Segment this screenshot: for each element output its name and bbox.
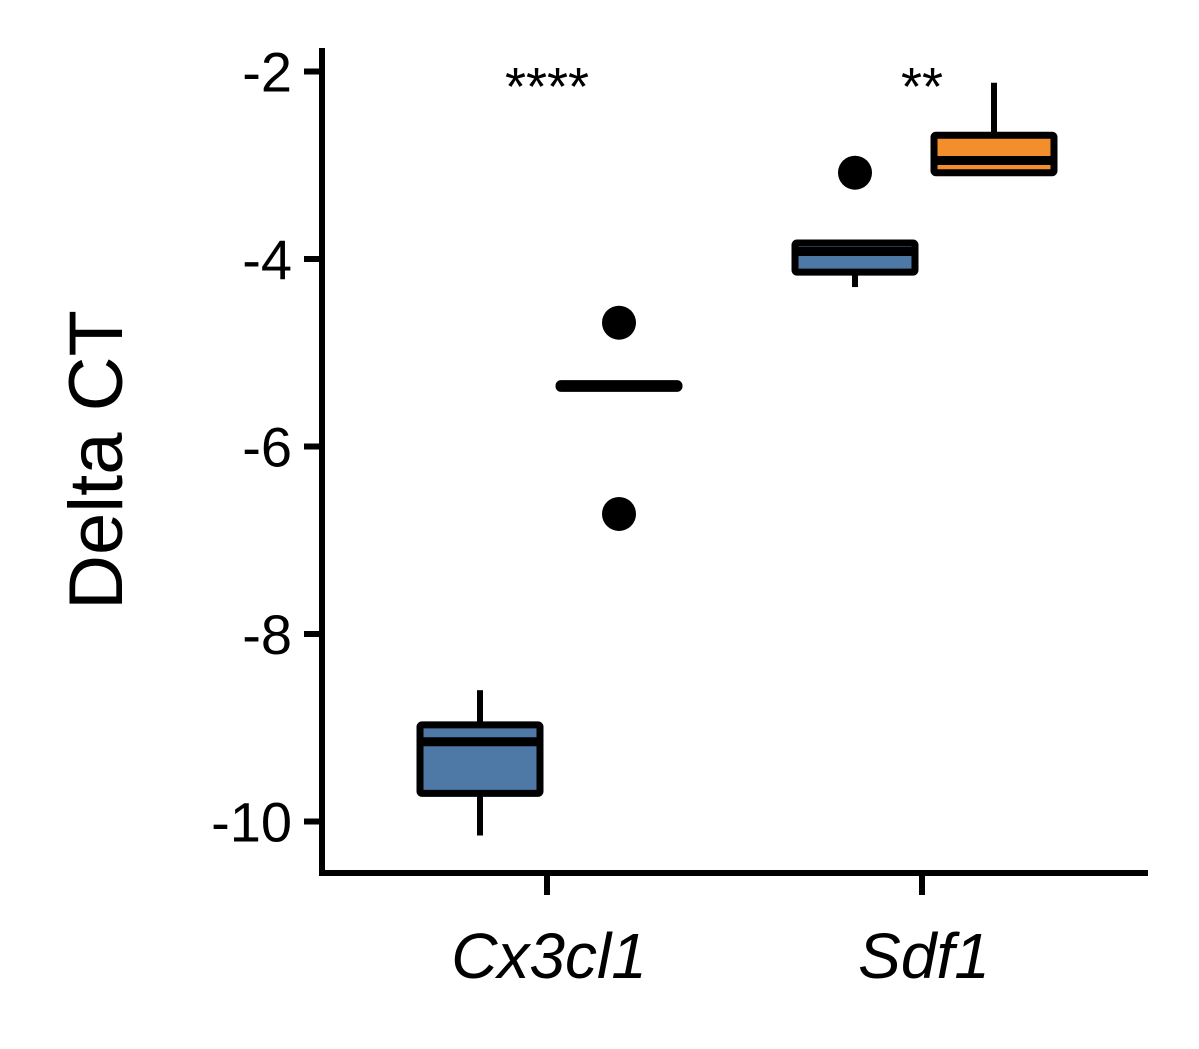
significance-label: ** xyxy=(901,57,943,117)
y-axis-title: Delta CT xyxy=(54,310,139,610)
significance-label: **** xyxy=(505,57,589,117)
tick-and-category-labels: -2 -4 -6 -8 -10 Cx3cl1 **** Sdf1 ** xyxy=(211,40,990,992)
outlier-point xyxy=(602,496,636,531)
x-category-label: Cx3cl1 xyxy=(451,920,647,992)
y-tick-label: -4 xyxy=(242,228,292,291)
box-body xyxy=(416,721,544,797)
box-marks xyxy=(416,82,1058,836)
box-group xyxy=(416,690,544,836)
outlier-point xyxy=(838,155,872,190)
y-tick-label: -2 xyxy=(242,40,292,103)
y-tick-label: -10 xyxy=(211,790,292,853)
y-tick-label: -6 xyxy=(242,415,292,478)
x-category-label: Sdf1 xyxy=(858,920,990,992)
box-group xyxy=(930,82,1058,177)
axes xyxy=(304,48,1148,895)
box-body xyxy=(930,131,1058,177)
y-tick-label: -8 xyxy=(242,603,292,666)
box-group xyxy=(791,155,919,288)
box-group xyxy=(555,305,683,531)
outlier-point xyxy=(602,305,636,340)
